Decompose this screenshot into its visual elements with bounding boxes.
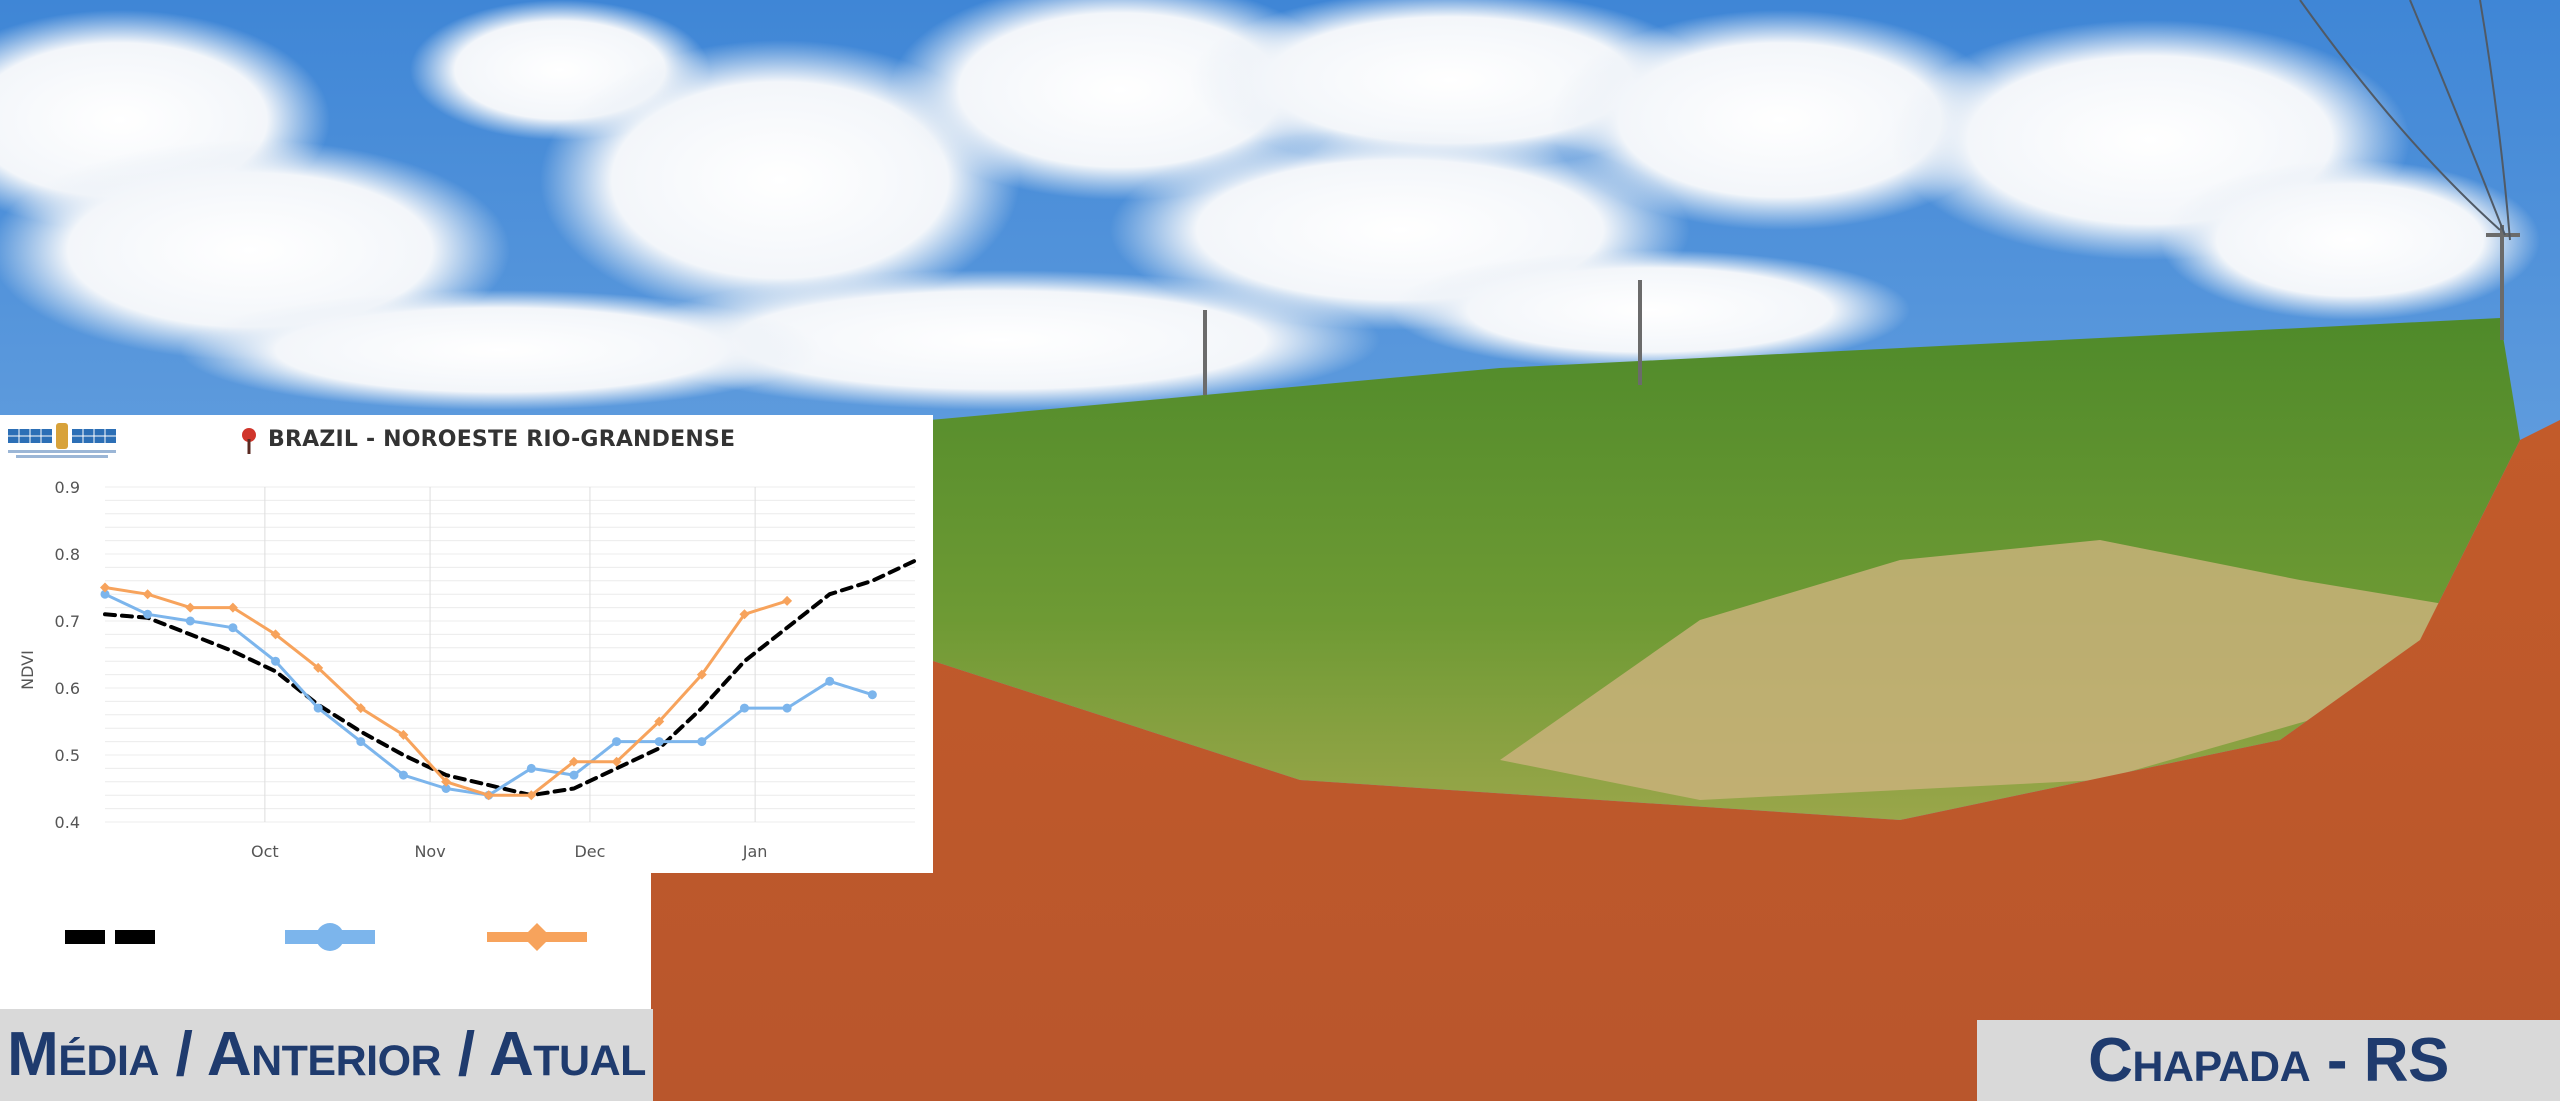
series-1-point-16 — [782, 703, 792, 713]
series-1-point-10 — [526, 763, 536, 773]
series-line-2 — [103, 586, 789, 797]
x-tick-label-jan: Jan — [742, 842, 768, 861]
chart-header: BRAZIL - NOROESTE RIO-GRANDENSE — [0, 415, 933, 465]
series-2-point-12 — [611, 756, 622, 767]
y-tick-label: 0.5 — [55, 746, 80, 765]
caption-series-description: Média / Anterior / Atual — [0, 1009, 653, 1101]
gams-satellite-logo — [8, 423, 116, 458]
x-tick-label-oct: Oct — [251, 842, 279, 861]
chart-axes: 0.9 0.8 0.7 0.6 0.5 0.4 Oct Nov Dec Jan — [55, 478, 768, 861]
ndvi-chart-panel: 0.9 0.8 0.7 0.6 0.5 0.4 Oct Nov Dec Jan NDVI BRAZ… — [0, 415, 933, 873]
series-1-point-12 — [612, 737, 622, 747]
series-1-point-3 — [228, 623, 238, 633]
series-1-point-14 — [697, 737, 707, 747]
series-1-point-15 — [739, 703, 749, 713]
x-tick-label-nov: Nov — [414, 842, 445, 861]
y-tick-label: 0.7 — [55, 612, 80, 631]
series-2-point-3 — [227, 602, 238, 613]
series-2-point-15 — [739, 609, 750, 620]
series-1-point-1 — [143, 609, 153, 619]
series-1-point-0 — [100, 589, 110, 599]
series-2-point-13 — [654, 716, 665, 727]
series-1-point-4 — [271, 656, 281, 666]
map-pin-icon — [242, 428, 256, 454]
series-2-point-2 — [185, 602, 196, 613]
series-2-point-7 — [398, 729, 409, 740]
series-2-point-6 — [355, 703, 366, 714]
series-2-point-10 — [526, 790, 537, 801]
series-2-point-14 — [696, 669, 707, 680]
caption-left-text: Média / Anterior / Atual — [7, 1020, 646, 1089]
series-1-point-11 — [569, 770, 579, 780]
series-2-point-0 — [100, 582, 110, 593]
chart-title: BRAZIL - NOROESTE RIO-GRANDENSE — [268, 427, 736, 452]
series-2-point-11 — [568, 756, 579, 767]
series-2-point-1 — [142, 589, 153, 600]
series-1-point-8 — [441, 784, 451, 793]
y-axis-title: NDVI — [18, 650, 37, 690]
series-line-0 — [103, 558, 917, 798]
series-2-point-4 — [270, 629, 281, 640]
y-tick-label: 0.4 — [55, 813, 80, 832]
series-2-point-16 — [782, 595, 793, 606]
chart-legend — [0, 873, 651, 1009]
series-1-point-6 — [356, 737, 366, 747]
series-1-point-18 — [867, 690, 877, 700]
y-tick-label: 0.9 — [55, 478, 80, 497]
series-2-point-8 — [441, 776, 452, 787]
y-tick-label: 0.6 — [55, 679, 80, 698]
series-2-point-9 — [483, 790, 494, 801]
caption-location: Chapada - RS — [1977, 1020, 2560, 1101]
series-1-point-13 — [654, 737, 664, 747]
series-1-point-7 — [398, 770, 408, 780]
ndvi-chart: 0.9 0.8 0.7 0.6 0.5 0.4 Oct Nov Dec Jan NDVI — [18, 478, 917, 861]
y-tick-label: 0.8 — [55, 545, 80, 564]
legend-item-orange[interactable] — [482, 917, 592, 957]
chart-gridlines — [105, 486, 915, 823]
series-line-1 — [103, 592, 874, 797]
legend-item-dashed-black[interactable] — [60, 917, 170, 957]
series-1-point-17 — [825, 676, 835, 686]
chart-series — [100, 558, 917, 801]
caption-right-text: Chapada - RS — [2088, 1025, 2449, 1095]
series-1-point-5 — [313, 703, 323, 713]
series-2-point-5 — [313, 662, 324, 673]
x-tick-label-dec: Dec — [574, 842, 605, 861]
legend-item-blue[interactable] — [280, 917, 380, 957]
series-1-point-2 — [185, 616, 195, 626]
